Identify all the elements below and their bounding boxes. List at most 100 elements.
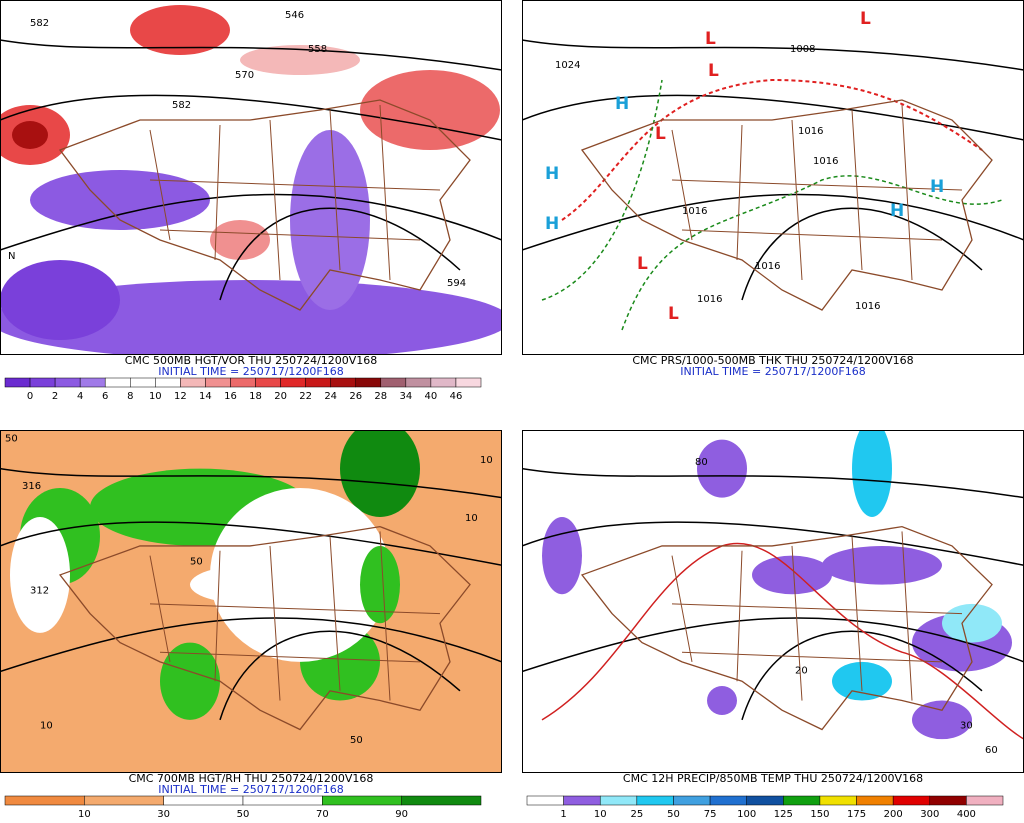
colorbar-box — [84, 795, 164, 806]
initial-time: INITIAL TIME = 250717/1200F168 — [680, 365, 865, 378]
contour-label: 594 — [447, 278, 466, 289]
colorbar-label: 70 — [316, 809, 329, 819]
contour-label: 30 — [960, 721, 973, 732]
contour-line — [522, 618, 1024, 672]
colorbar-label: 34 — [399, 391, 412, 402]
colorbar-box — [4, 377, 31, 388]
colorbar-box — [783, 795, 821, 806]
contour-line — [220, 631, 460, 720]
shaded-area — [542, 516, 582, 595]
contour-label: 10 — [465, 513, 478, 524]
contour-line — [742, 208, 982, 300]
pressure-center: H — [890, 201, 904, 221]
contour-line — [0, 469, 502, 498]
shaded-area — [0, 280, 502, 355]
state-border — [150, 105, 440, 280]
colorbar-label: 18 — [249, 391, 262, 402]
shaded-area — [160, 642, 220, 720]
shaded-area — [360, 70, 500, 150]
shaded-area — [822, 545, 942, 585]
geography — [522, 40, 1024, 331]
shaded-area — [340, 430, 420, 517]
shaded-area — [30, 170, 210, 230]
colorbar-label: 200 — [884, 809, 903, 819]
contour-label: 1016 — [697, 294, 722, 305]
contour-label: 1016 — [682, 206, 707, 217]
contour-line — [0, 40, 502, 70]
colorbar-label: 400 — [957, 809, 976, 819]
contour-label: 546 — [285, 10, 304, 21]
colorbar-label: 1 — [560, 809, 566, 819]
colorbar-label: 22 — [299, 391, 312, 402]
colorbar-label: 6 — [102, 391, 108, 402]
pressure-center: H — [930, 177, 944, 197]
colorbar-box — [430, 377, 457, 388]
colorbar-box — [255, 377, 281, 388]
contour-label: 558 — [308, 44, 327, 55]
colorbar-box — [330, 377, 356, 388]
contour-label: 1016 — [798, 126, 823, 137]
shaded-area — [707, 686, 737, 716]
colorbar-box — [280, 377, 306, 388]
colorbar-label: 25 — [630, 809, 643, 819]
colorbar-box — [355, 377, 382, 388]
map-panel: 80 20 30 60 CMC 12H PRECIP/850MB TEMP THU 25… — [522, 430, 1024, 820]
colorbar-label: 2 — [52, 391, 58, 402]
contour-label: 1016 — [855, 301, 880, 312]
contour-line — [522, 195, 1024, 250]
country-border — [60, 100, 470, 310]
colorbar-label: 150 — [810, 809, 829, 819]
colorbar-box — [205, 377, 231, 388]
country-border — [60, 527, 470, 730]
state-border — [672, 105, 962, 280]
shaded-area — [12, 121, 48, 149]
contour-label: 1016 — [813, 156, 838, 167]
shaded-area — [832, 661, 892, 701]
colorbar-box — [636, 795, 674, 806]
colorbar-label: 50 — [667, 809, 680, 819]
colorbar-label: 12 — [174, 391, 187, 402]
temperature-line — [541, 542, 1024, 740]
thickness-line — [561, 78, 983, 221]
caption: CMC 12H PRECIP/850MB TEMP THU 250724/120… — [623, 772, 923, 785]
pressure-center: H — [545, 214, 559, 234]
contour-label: 1016 — [755, 261, 780, 272]
geography — [0, 469, 502, 730]
colorbar-box — [305, 377, 331, 388]
caption: CMC 500MB HGT/VOR THU 250724/1200V168 — [125, 354, 378, 367]
contour-label: 1024 — [555, 60, 580, 71]
map-panel: 582 570 558 546 582 594 N CMC 500MB HGT/VOR THU… — [0, 0, 502, 402]
shaded-area — [912, 700, 972, 740]
colorbar-box — [892, 795, 931, 806]
colorbar-label: 10 — [78, 809, 91, 819]
colorbar-label: 125 — [774, 809, 793, 819]
colorbar-label: 10 — [149, 391, 162, 402]
colorbar-box — [380, 377, 407, 388]
colorbar-box — [929, 795, 967, 806]
pressure-center: L — [705, 29, 716, 49]
colorbar-label: 300 — [920, 809, 939, 819]
contour-line — [522, 40, 1024, 70]
map-border — [0, 0, 502, 355]
pressure-center: L — [668, 304, 679, 324]
initial-time: INITIAL TIME = 250717/1200F168 — [158, 783, 343, 796]
colorbar-label: 100 — [737, 809, 756, 819]
colorbar-label: 46 — [450, 391, 463, 402]
contour-label: N — [8, 251, 15, 262]
country-border — [582, 527, 992, 730]
geography — [522, 469, 1024, 740]
state-border — [150, 531, 440, 700]
colorbar-label: 20 — [274, 391, 287, 402]
colorbar-label: 0 — [27, 391, 33, 402]
colorbar-box — [709, 795, 747, 806]
colorbar-label: 10 — [594, 809, 607, 819]
colorbar-box — [966, 795, 1004, 806]
colorbar-label: 8 — [127, 391, 133, 402]
colorbar-box — [242, 795, 323, 806]
colorbar-box — [163, 795, 244, 806]
contour-label: 50 — [190, 556, 203, 567]
colorbar-label: 75 — [704, 809, 717, 819]
contour-line — [0, 195, 502, 250]
colorbar-box — [673, 795, 711, 806]
map-panel: 10241008101610161016101610161016HHHHHLLL… — [522, 0, 1024, 378]
